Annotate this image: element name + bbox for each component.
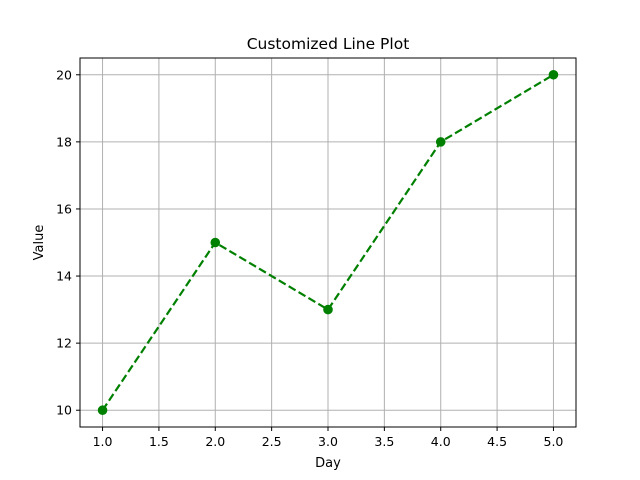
data-point-marker	[435, 137, 446, 147]
data-point-marker	[548, 69, 559, 80]
chart-title: Customized Line Plot	[247, 35, 410, 53]
data-point-marker	[210, 237, 221, 248]
series-layer	[97, 69, 559, 416]
data-point-marker	[323, 304, 333, 315]
y-axis-label: Value	[32, 225, 47, 261]
x-tick-label: 3.0	[318, 434, 338, 449]
y-tick-label: 20	[56, 67, 72, 82]
x-tick-label: 2.5	[262, 434, 282, 449]
x-tick-label: 5.0	[544, 434, 564, 449]
x-tick-label: 4.5	[487, 434, 507, 449]
y-tick-label: 18	[56, 134, 72, 149]
y-axis-ticks: 10 12 14 16 18 20	[56, 67, 80, 418]
data-point-marker	[97, 405, 108, 416]
grid	[80, 58, 576, 427]
x-tick-label: 4.0	[431, 434, 451, 449]
y-tick-label: 16	[56, 201, 72, 216]
y-tick-label: 10	[56, 403, 72, 418]
y-tick-label: 12	[56, 336, 72, 351]
x-tick-label: 3.5	[374, 434, 394, 449]
x-tick-label: 1.5	[149, 434, 169, 449]
x-axis-label: Day	[315, 456, 341, 471]
y-tick-label: 14	[56, 269, 72, 284]
x-tick-label: 2.0	[205, 434, 225, 449]
x-axis-ticks: 1.0 1.5 2.0 2.5 3.0 3.5 4.0 4.5 5.0	[93, 427, 564, 449]
x-tick-label: 1.0	[93, 434, 113, 449]
series-line	[101, 73, 555, 411]
